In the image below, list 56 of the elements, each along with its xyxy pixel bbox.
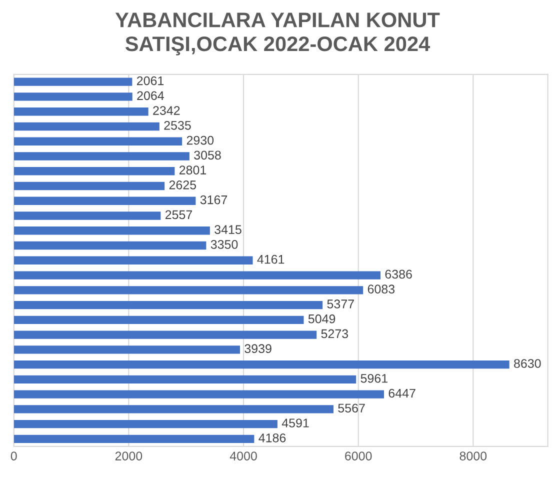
bar [14, 196, 196, 205]
data-label: 6083 [368, 284, 395, 294]
data-label: 5961 [360, 374, 388, 383]
data-label: 6447 [388, 388, 416, 398]
chart-title: YABANCILARA YAPILAN KONUT SATIŞI,OCAK 2022-OCAK 2024 [115, 12, 440, 56]
data-label: 2557 [165, 210, 192, 220]
data-label: 3058 [194, 150, 221, 160]
x-tick-label: 2000 [115, 452, 142, 460]
x-tick-label: 8000 [460, 452, 487, 460]
bar [14, 137, 182, 146]
data-label: 2930 [186, 136, 214, 145]
data-label: 4591 [282, 418, 309, 428]
data-label: 2801 [179, 166, 206, 174]
bar [14, 78, 132, 86]
data-label: 2342 [153, 106, 180, 115]
data-label: 3415 [214, 225, 242, 234]
x-tick-label: 0 [10, 452, 17, 460]
data-label: 8630 [514, 359, 541, 368]
bar [14, 405, 334, 414]
data-label: 2625 [169, 180, 196, 190]
bar [14, 434, 254, 444]
data-label: 5567 [338, 404, 365, 413]
data-label: 5273 [321, 329, 348, 338]
data-label: 4186 [258, 433, 286, 442]
data-label: 3350 [210, 240, 238, 249]
bar [14, 390, 384, 398]
bar [14, 330, 317, 339]
bar [14, 300, 323, 310]
bar [14, 256, 253, 264]
data-label: 5377 [327, 300, 354, 308]
bar [14, 420, 278, 428]
bar [14, 92, 132, 101]
bar [14, 152, 190, 160]
bar [14, 108, 148, 116]
bar [14, 182, 165, 190]
bar [14, 271, 380, 280]
bar [14, 360, 510, 369]
bar [14, 346, 240, 354]
data-label: 2061 [136, 76, 164, 86]
data-label: 3167 [200, 195, 228, 204]
bar [14, 316, 304, 324]
data-label: 2535 [164, 120, 191, 130]
bar [14, 375, 356, 384]
x-tick-label: 4000 [230, 452, 257, 460]
x-tick-label: 6000 [345, 452, 372, 460]
bar [14, 226, 210, 235]
data-label: 5049 [308, 314, 336, 324]
bar [14, 212, 161, 220]
bar [14, 286, 364, 294]
data-label: 6386 [385, 270, 412, 279]
data-label: 4161 [257, 254, 284, 264]
bar [14, 122, 160, 131]
data-label: 2064 [137, 91, 164, 100]
bar [14, 241, 206, 250]
data-label: 3939 [244, 344, 272, 354]
bar [14, 167, 175, 176]
